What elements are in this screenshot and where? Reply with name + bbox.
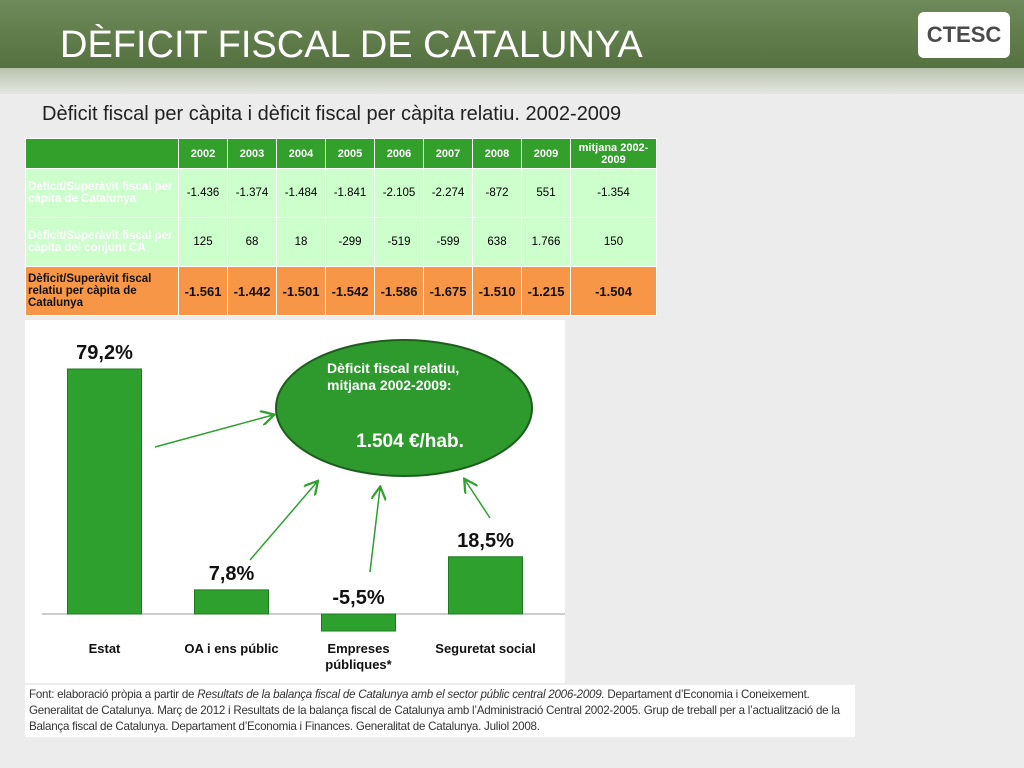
source-lead: Font: elaboració pròpia a partir de [29,688,198,701]
annotation-box: Dèficit fiscal relatiu, mitjana 2002-200… [327,360,460,393]
annotation-ellipse [275,339,533,477]
header-cell: mitjana 2002-2009 [570,138,657,169]
row-label: Dèficit/Superàvit fiscal relatiu per càp… [25,266,179,316]
logo: CTESC [918,12,1010,58]
table-cell: -1.215 [521,266,571,316]
table-cell: -1.374 [227,168,277,218]
annotation-text: Dèficit fiscal relatiu, mitjana 2002-200… [327,360,460,393]
subtitle: Dèficit fiscal per càpita i dèficit fisc… [42,103,622,125]
table-cell: -2.105 [374,168,424,218]
header-row: 2002 2003 2004 2005 2006 2007 2008 2009 mitjana … [25,138,657,169]
table-cell: -1.675 [423,266,473,316]
table-cell: -1.586 [374,266,424,316]
header-cell [25,138,179,169]
x-tick-label: Estat [88,641,121,656]
header-cell: 2007 [423,138,473,169]
table-row: Dèficit/Superàvit fiscal per càpita de C… [25,168,657,218]
title-bar [0,0,1024,68]
table-cell: 1.766 [521,217,571,267]
bar [67,368,142,615]
table-cell: -599 [423,217,473,267]
bar [194,589,269,615]
table-cell: 125 [178,217,228,267]
table-cell: -1.510 [472,266,522,316]
x-tick-box: OA i ens públic [184,641,279,656]
table-cell: -872 [472,168,522,218]
table-cell: -1.561 [178,266,228,316]
annotation-value: 1.504 €/hab. [356,431,464,452]
title-band [0,68,1024,94]
value-label: 18,5% [457,530,514,552]
x-tick-box: Seguretat social [435,641,536,656]
source-note: Font: elaboració pròpia a partir de Resu… [25,685,855,737]
header-cell: 2006 [374,138,424,169]
row-label: Dèficit/Superàvit fiscal per càpita del … [25,217,179,267]
table-cell: 68 [227,217,277,267]
table-row: Dèficit/Superàvit fiscal per càpita del … [25,217,657,267]
bar [321,613,396,632]
header-cell: 2005 [325,138,375,169]
table-cell: 18 [276,217,326,267]
table-cell: -519 [374,217,424,267]
source-rest: Departament d’Economia i Coneixement. Ge… [29,688,840,733]
table-cell: -1.484 [276,168,326,218]
x-tick-label: Seguretat social [435,641,536,656]
table-cell: -1.504 [570,266,657,316]
slide-title: DÈFICIT FISCAL DE CATALUNYA [60,24,643,66]
source-italic: Resultats de la balança fiscal de Catalu… [197,688,605,701]
header-cell: 2009 [521,138,571,169]
table-cell: -1.501 [276,266,326,316]
value-label: 7,8% [209,563,255,585]
table-cell: -1.354 [570,168,657,218]
table-cell: -299 [325,217,375,267]
header-cell: 2002 [178,138,228,169]
table-row: Dèficit/Superàvit fiscal relatiu per càp… [25,266,657,316]
row-label: Dèficit/Superàvit fiscal per càpita de C… [25,168,179,218]
table-cell: -1.841 [325,168,375,218]
table-cell: -1.442 [227,266,277,316]
header-cell: 2004 [276,138,326,169]
value-label: 79,2% [76,342,133,364]
table-cell: -1.542 [325,266,375,316]
x-tick-box: Estat [88,641,121,656]
chart: Dèficit fiscal relatiu, mitjana 2002-200… [25,320,565,683]
x-tick-label: Empreses públiques* [325,641,392,672]
header-cell: 2003 [227,138,277,169]
table-cell: -2.274 [423,168,473,218]
table-cell: 150 [570,217,657,267]
value-label: -5,5% [332,587,384,609]
table-cell: 551 [521,168,571,218]
table-cell: -1.436 [178,168,228,218]
x-tick-box: Empreses públiques* [325,641,392,672]
data-table: 2002 2003 2004 2005 2006 2007 2008 2009 mitjana … [25,138,657,316]
table-cell: 638 [472,217,522,267]
header-cell: 2008 [472,138,522,169]
x-tick-label: OA i ens públic [184,641,279,656]
bar [448,556,523,615]
arrows [154,415,491,573]
